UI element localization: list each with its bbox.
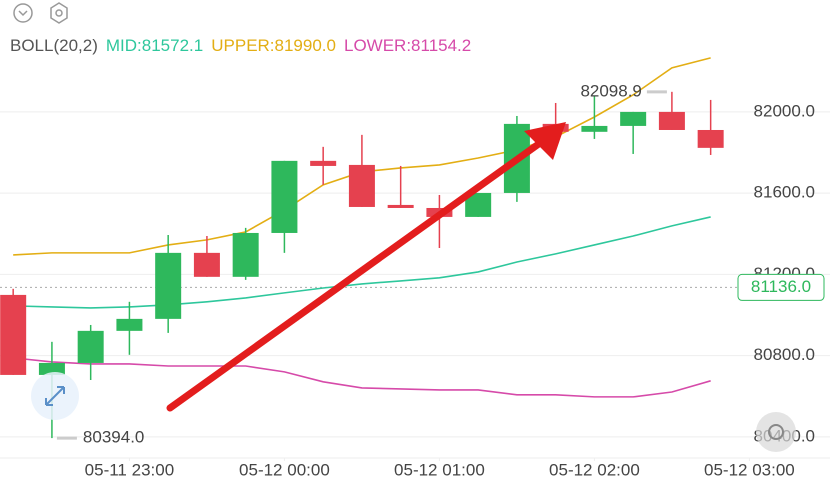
last-price-box	[737, 273, 825, 301]
legend-entry: MID:81572.1	[106, 36, 203, 55]
last-price-label: 81136.0	[751, 277, 811, 296]
candle-body	[348, 164, 375, 207]
candles	[0, 91, 724, 439]
reset-glyph	[768, 424, 784, 440]
y-tick-label: 82000.0	[754, 101, 815, 120]
candle-body	[232, 232, 259, 277]
trend-arrow	[166, 122, 566, 412]
candle-body	[465, 192, 492, 217]
x-tick-label: 05-11 23:00	[85, 460, 174, 479]
y-tick-label: 81600.0	[754, 183, 815, 202]
settings-icon[interactable]	[50, 2, 68, 24]
candle-body	[658, 111, 685, 130]
grid	[0, 111, 830, 461]
arrow-head	[524, 122, 566, 160]
band-line	[13, 357, 711, 398]
zoom-glyph	[45, 386, 65, 406]
candle-body	[271, 160, 298, 233]
candle-body	[77, 330, 104, 363]
candle-body	[193, 252, 220, 277]
candle-body	[0, 294, 27, 375]
band-line	[13, 216, 711, 309]
candle-body	[155, 252, 182, 319]
annotation-label: 80394.0	[83, 428, 144, 447]
candle-body	[310, 160, 337, 166]
x-tick-label: 05-12 01:00	[394, 460, 485, 479]
legend-entry: LOWER:81154.2	[344, 36, 471, 55]
candle-body	[116, 318, 143, 331]
x-tick-label: 05-12 00:00	[239, 460, 330, 479]
legend-entry: UPPER:81990.0	[211, 36, 336, 55]
annotation-label: 82098.9	[580, 81, 641, 100]
candle-body	[620, 111, 647, 126]
bands	[13, 57, 711, 398]
reset-button[interactable]	[756, 412, 796, 452]
settings-dot	[55, 9, 63, 17]
candle-body	[697, 129, 724, 148]
legend: BOLL(20,2) MID:81572.1 UPPER:81990.0 LOWER:…	[10, 36, 471, 55]
candle-body	[38, 362, 65, 375]
x-tick-label: 05-12 03:00	[704, 460, 795, 479]
toolbar-icons[interactable]	[13, 2, 68, 24]
reset-bg[interactable]	[756, 412, 796, 452]
x-tick-label: 05-12 02:00	[549, 460, 640, 479]
collapse-icon[interactable]	[13, 3, 33, 23]
indicator-name: BOLL(20,2)	[10, 36, 98, 55]
zoom-button[interactable]	[31, 372, 79, 420]
arrow-shaft	[166, 139, 544, 412]
candle-body	[387, 204, 414, 208]
candle-body	[581, 125, 608, 132]
y-tick-label: 80800.0	[754, 345, 815, 364]
collapse-chevron	[18, 10, 28, 17]
